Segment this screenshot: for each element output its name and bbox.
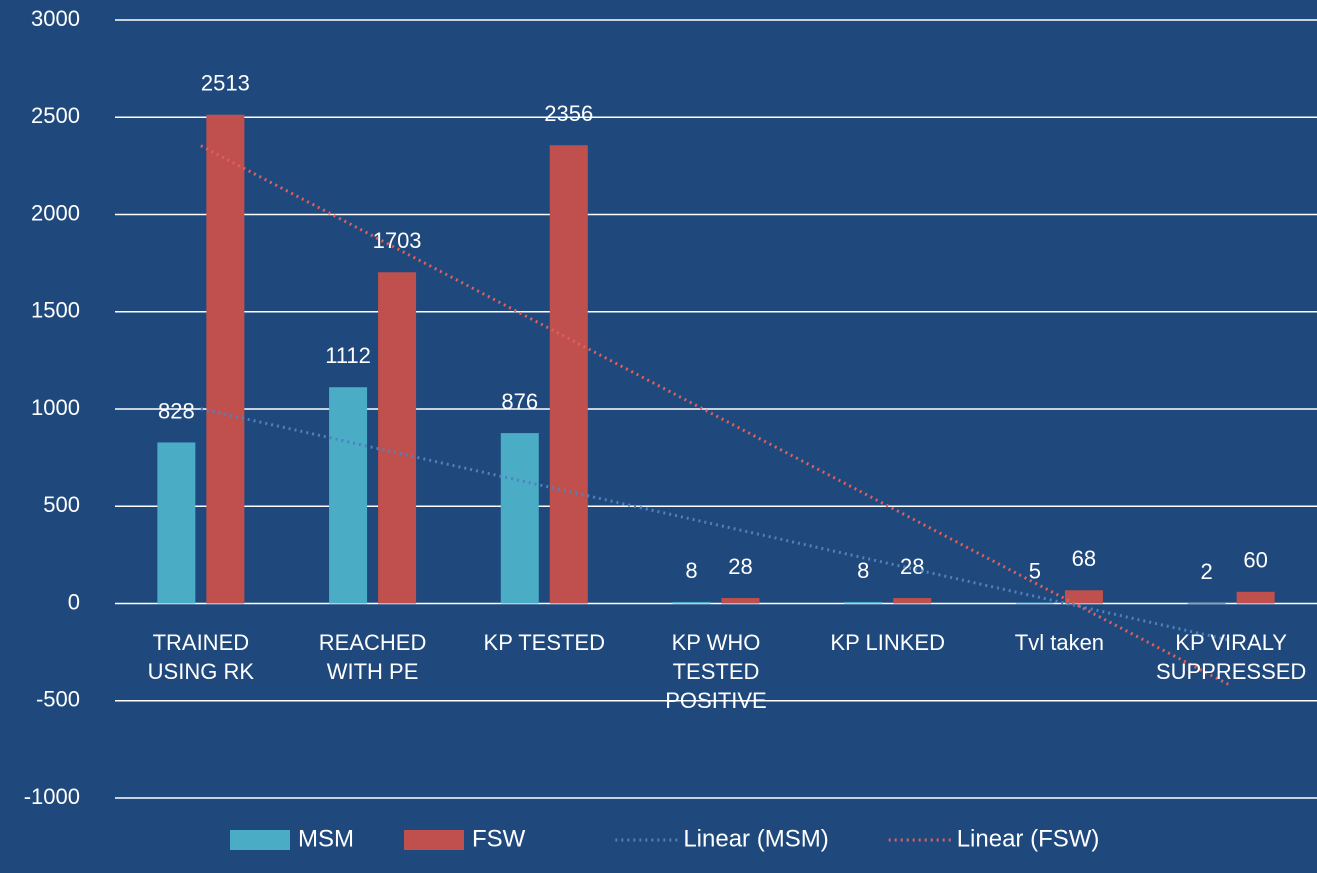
y-tick-label: 2000: [31, 200, 80, 225]
y-tick-label: 500: [43, 492, 80, 517]
bar: [378, 272, 417, 604]
legend-swatch: [404, 830, 464, 850]
data-label: 2356: [544, 101, 593, 126]
bar: [549, 145, 588, 604]
data-label: 60: [1243, 548, 1267, 573]
x-tick-label: KP TESTED: [483, 629, 605, 655]
data-label: 8: [857, 558, 869, 583]
x-tick-label: KP VIRALY SUPPRESSED: [1155, 629, 1307, 684]
y-tick-label: 0: [68, 589, 80, 614]
x-tick-label: Tvl taken: [1014, 629, 1105, 655]
data-label: 2: [1201, 559, 1213, 584]
data-label: 828: [158, 398, 195, 423]
trendline: [200, 407, 1232, 642]
bar: [721, 598, 760, 604]
data-label: 5: [1029, 558, 1041, 583]
legend-label: Linear (MSM): [683, 825, 828, 852]
data-label: 2513: [201, 71, 250, 96]
bar: [1236, 591, 1275, 604]
y-tick-label: 3000: [31, 6, 80, 31]
legend-label: FSW: [472, 825, 526, 852]
bar: [157, 442, 196, 604]
y-tick-label: -1000: [24, 784, 80, 809]
x-tick-label: KP WHO TESTED POSITIVE: [665, 629, 767, 713]
legend-label: Linear (FSW): [957, 825, 1100, 852]
bar: [206, 114, 245, 604]
data-label: 68: [1072, 546, 1096, 571]
data-label: 1703: [373, 228, 422, 253]
bar: [893, 598, 932, 604]
bar: [1015, 602, 1054, 604]
x-tick-label: REACHED WITH PE: [318, 629, 427, 684]
bar: [329, 387, 368, 604]
legend-label: MSM: [298, 825, 354, 852]
bar: [1064, 590, 1103, 604]
bar: [500, 433, 539, 604]
y-tick-label: 2500: [31, 103, 80, 128]
y-tick-label: 1500: [31, 298, 80, 323]
bar: [1187, 603, 1226, 605]
data-label: 876: [501, 389, 538, 414]
data-label: 8: [685, 558, 697, 583]
x-tick-label: TRAINED USING RK: [147, 629, 255, 684]
bar: [672, 601, 711, 604]
bar: [844, 601, 883, 604]
data-label: 28: [728, 554, 752, 579]
data-label: 1112: [325, 343, 371, 368]
y-tick-label: -500: [36, 687, 80, 712]
x-tick-label: KP LINKED: [830, 629, 945, 655]
trendline: [200, 144, 1232, 688]
y-tick-label: 1000: [31, 395, 80, 420]
legend-swatch: [230, 830, 290, 850]
